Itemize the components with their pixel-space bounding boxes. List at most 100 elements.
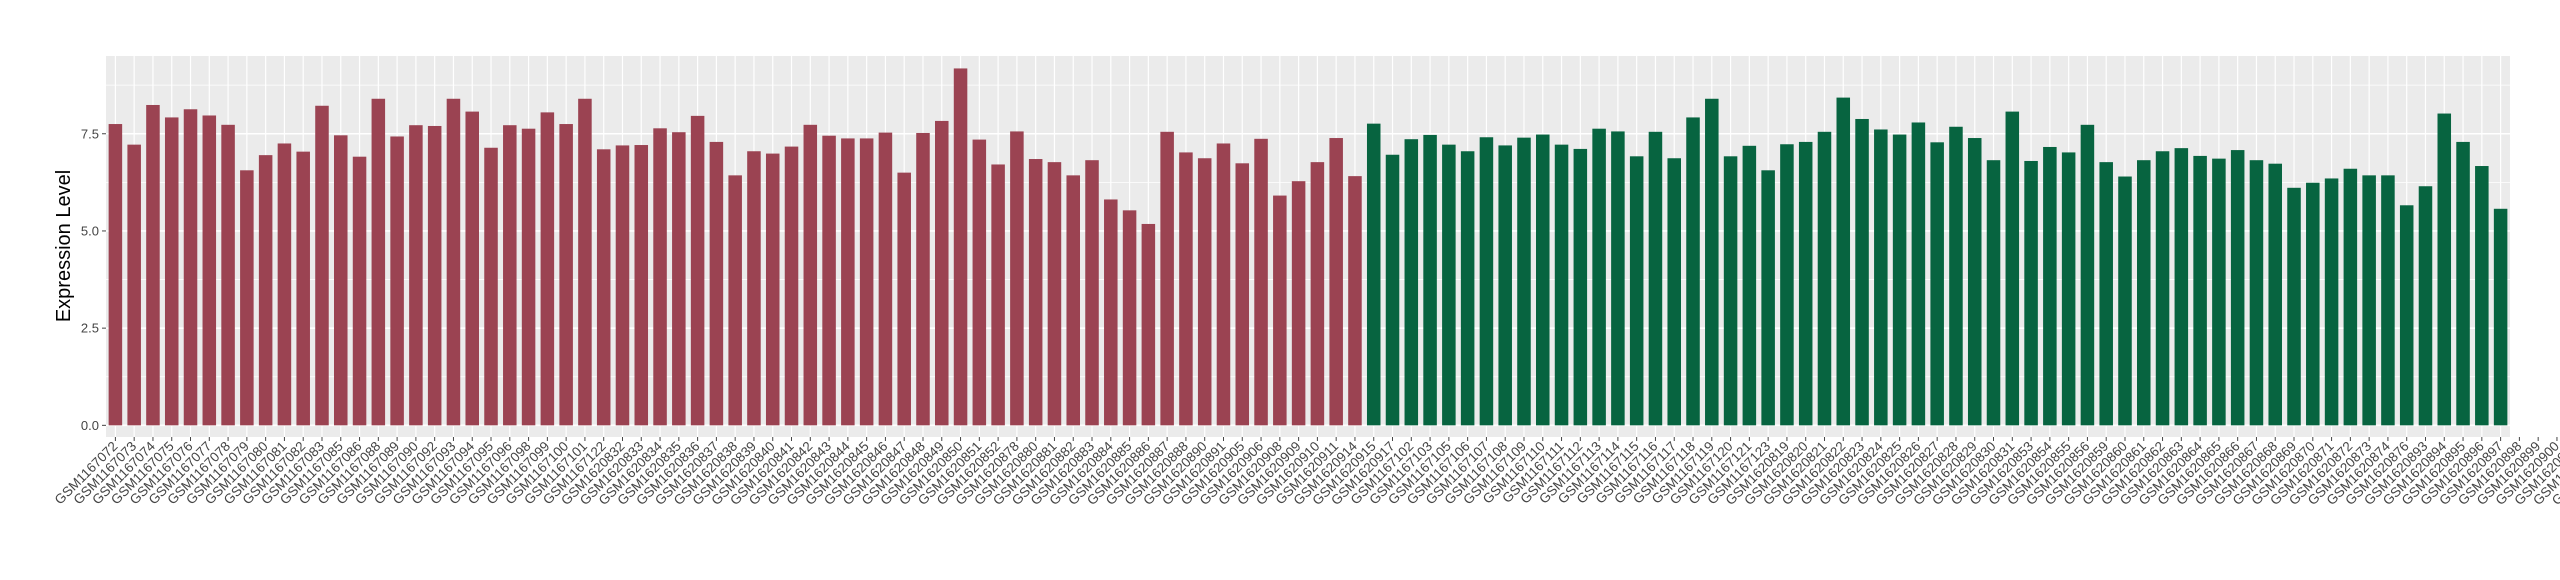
bar — [1892, 134, 1907, 426]
bar — [803, 124, 818, 426]
bar — [1517, 137, 1531, 426]
bar — [1047, 162, 1062, 426]
bar — [277, 143, 292, 426]
bar — [2155, 151, 2170, 426]
bar — [2249, 160, 2264, 426]
bar — [2324, 178, 2339, 426]
bar — [859, 138, 874, 426]
bar — [1498, 145, 1512, 426]
bar — [991, 164, 1005, 426]
bar — [2230, 150, 2245, 426]
bar — [1723, 156, 1738, 426]
bar — [2475, 166, 2489, 426]
bar — [1629, 156, 1644, 426]
bar — [728, 175, 742, 426]
bar — [559, 124, 573, 426]
bar — [296, 151, 310, 426]
bar — [634, 145, 649, 426]
bar — [1160, 131, 1174, 426]
bar — [878, 132, 893, 426]
bar — [1348, 176, 1362, 426]
y-tick-label: 5.0 — [81, 223, 99, 238]
bar — [352, 156, 367, 426]
bar — [258, 155, 273, 426]
bar — [2137, 160, 2151, 426]
bar — [1291, 181, 1306, 426]
bar — [2061, 152, 2076, 426]
bar — [1573, 148, 1588, 426]
bar — [427, 125, 442, 426]
bar — [1254, 138, 1268, 426]
bar — [1404, 139, 1419, 426]
bar — [127, 144, 141, 426]
bar — [747, 151, 761, 426]
bar — [1592, 128, 1606, 426]
bar — [784, 146, 799, 426]
bar — [972, 139, 987, 426]
bar — [1104, 199, 1118, 426]
bar — [1366, 123, 1381, 426]
bar — [1648, 131, 1663, 426]
bar — [1836, 97, 1851, 426]
bar — [1273, 195, 1287, 426]
bar — [1855, 118, 1869, 426]
bar — [1742, 145, 1757, 426]
bar — [164, 117, 179, 426]
bar — [390, 136, 404, 426]
bar — [1442, 144, 1456, 426]
bar — [183, 109, 198, 426]
bar — [2343, 168, 2358, 426]
y-axis-ticks: 0.0 2.5 5.0 7.5 — [81, 126, 106, 433]
bar — [2381, 175, 2395, 426]
bar — [1085, 160, 1099, 426]
bar — [2306, 182, 2320, 426]
bar — [1554, 144, 1569, 426]
bar — [1705, 98, 1719, 426]
bar — [916, 132, 930, 426]
bar — [1761, 170, 1775, 426]
bar — [822, 135, 836, 426]
bar — [1986, 160, 2001, 426]
y-tick-label: 2.5 — [81, 321, 99, 336]
bar — [578, 98, 592, 426]
bar — [1122, 210, 1137, 426]
bar — [2118, 176, 2132, 426]
bar — [1780, 144, 1794, 426]
bar — [2024, 160, 2038, 426]
bar — [2456, 141, 2470, 426]
bar — [765, 153, 780, 426]
bar — [2193, 155, 2207, 426]
bar — [1817, 131, 1832, 426]
bar — [2005, 111, 2020, 426]
bar — [2493, 208, 2508, 426]
bar — [1667, 158, 1681, 426]
bar — [1798, 141, 1813, 426]
bar — [1911, 122, 1926, 426]
bar — [1460, 151, 1475, 426]
bar — [371, 98, 386, 426]
bar — [202, 115, 217, 426]
bar — [690, 115, 705, 426]
bar — [1611, 131, 1625, 426]
bar — [1310, 162, 1325, 426]
bar — [1479, 137, 1494, 426]
bar — [1686, 117, 1700, 426]
bar — [2399, 205, 2414, 426]
bar — [2362, 175, 2376, 426]
bar — [935, 120, 949, 426]
bar — [503, 125, 517, 426]
bar — [1010, 131, 1024, 426]
bar — [709, 141, 724, 426]
bar — [334, 135, 348, 426]
bar — [521, 128, 536, 426]
bar — [1179, 152, 1193, 426]
bar — [2080, 124, 2095, 426]
bar — [1141, 223, 1156, 426]
y-tick-label: 0.0 — [81, 418, 99, 433]
bar — [446, 98, 461, 426]
bar — [653, 128, 667, 426]
bar — [465, 111, 479, 426]
bar — [1329, 138, 1343, 426]
bar — [1197, 158, 1212, 426]
bar — [1949, 126, 1963, 426]
